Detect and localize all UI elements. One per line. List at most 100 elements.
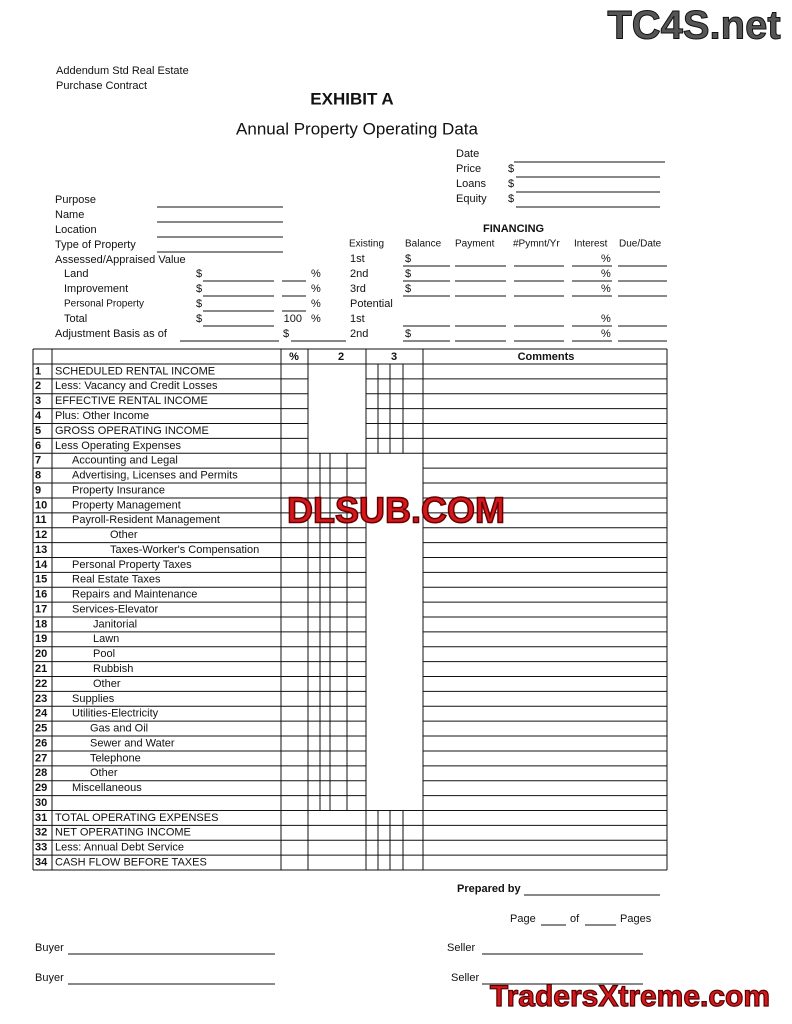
row-number: 18 [35, 618, 47, 630]
summary-label: Date [456, 148, 479, 160]
row-label: Sewer and Water [90, 737, 175, 749]
financing-row-label: 2nd [350, 328, 368, 340]
row-number: 16 [35, 589, 47, 601]
seller-label: Seller [447, 942, 475, 954]
row-label: SCHEDULED RENTAL INCOME [55, 365, 215, 377]
percent-sign: % [601, 313, 611, 325]
currency-sign: $ [508, 178, 514, 190]
row-label: Other [93, 678, 121, 690]
row-label: TOTAL OPERATING EXPENSES [55, 812, 218, 824]
row-label: Taxes-Worker's Compensation [110, 544, 259, 556]
row-number: 27 [35, 752, 47, 764]
row-number: 5 [35, 425, 41, 437]
currency-sign: $ [508, 163, 514, 175]
financing-column: Due/Date [619, 239, 662, 250]
addendum-line: Addendum Std Real Estate [56, 65, 189, 77]
buyer-label: Buyer [35, 942, 64, 954]
row-number: 13 [35, 544, 47, 556]
value-label: Personal Property [64, 299, 144, 310]
row-label: Telephone [90, 752, 141, 764]
column-header: % [289, 351, 299, 363]
seller-label: Seller [451, 972, 479, 984]
row-number: 23 [35, 693, 47, 705]
currency-sign: $ [196, 268, 202, 280]
property-field-label: Purpose [55, 194, 96, 206]
financing-row-label: 3rd [350, 283, 366, 295]
of-label: of [570, 913, 580, 925]
page-label: Page [510, 913, 536, 925]
row-label: Rubbish [93, 663, 133, 675]
row-label: Real Estate Taxes [72, 574, 161, 586]
row-label: Property Insurance [72, 484, 165, 496]
row-number: 30 [35, 797, 47, 809]
row-label: Janitorial [93, 618, 137, 630]
watermark: TC4S.net [607, 4, 780, 48]
row-number: 31 [35, 812, 47, 824]
row-number: 2 [35, 380, 41, 392]
row-label: NET OPERATING INCOME [55, 827, 191, 839]
row-number: 29 [35, 782, 47, 794]
percent-sign: % [601, 268, 611, 280]
value-label: Land [64, 268, 88, 280]
row-number: 24 [35, 708, 48, 720]
financing-row-label: Potential [350, 298, 393, 310]
row-number: 9 [35, 484, 41, 496]
row-label: Lawn [93, 633, 119, 645]
watermark: TradersXtreme.com [490, 980, 770, 1013]
financing-column: Payment [455, 239, 495, 250]
row-label: Utilities-Electricity [72, 708, 159, 720]
row-label: EFFECTIVE RENTAL INCOME [55, 395, 208, 407]
row-number: 14 [35, 559, 48, 571]
row-number: 3 [35, 395, 41, 407]
row-number: 17 [35, 603, 47, 615]
percent-sign: % [311, 283, 321, 295]
row-number: 12 [35, 529, 47, 541]
currency-sign: $ [508, 193, 514, 205]
financing-column: Balance [405, 239, 442, 250]
property-field-label: Assessed/Appraised Value [55, 254, 186, 266]
percent-sign: % [601, 328, 611, 340]
row-number: 8 [35, 470, 41, 482]
row-label: Plus: Other Income [55, 410, 149, 422]
financing-row-label: 1st [350, 313, 365, 325]
row-label: Gas and Oil [90, 723, 148, 735]
property-field-label: Name [55, 209, 84, 221]
row-label: Other [110, 529, 138, 541]
percent-sign: % [311, 298, 321, 310]
row-label: CASH FLOW BEFORE TAXES [55, 856, 207, 868]
currency-sign: $ [196, 283, 202, 295]
row-number: 32 [35, 827, 47, 839]
column-header: Comments [518, 351, 575, 363]
row-number: 25 [35, 723, 47, 735]
exhibit-title: EXHIBIT A [310, 89, 393, 108]
financing-title: FINANCING [483, 223, 544, 235]
currency-sign: $ [405, 283, 411, 295]
addendum-line: Purchase Contract [56, 80, 147, 92]
value-label: Improvement [64, 283, 128, 295]
row-label: Advertising, Licenses and Permits [72, 470, 238, 482]
currency-sign: $ [283, 328, 289, 340]
pages-label: Pages [620, 913, 652, 925]
prepared-by-label: Prepared by [457, 883, 521, 895]
row-label: Payroll-Resident Management [72, 514, 220, 526]
row-label: Less: Annual Debt Service [55, 842, 184, 854]
watermark: DLSUB.COM [287, 490, 505, 531]
summary-label: Price [456, 163, 481, 175]
value-label: Total [64, 313, 87, 325]
summary-label: Equity [456, 193, 487, 205]
row-number: 6 [35, 440, 41, 452]
row-label: Services-Elevator [72, 603, 159, 615]
percent-sign: % [311, 313, 321, 325]
currency-sign: $ [405, 328, 411, 340]
currency-sign: $ [196, 298, 202, 310]
row-label: Property Management [72, 499, 181, 511]
row-label: GROSS OPERATING INCOME [55, 425, 209, 437]
row-label: Repairs and Maintenance [72, 589, 197, 601]
buyer-label: Buyer [35, 972, 64, 984]
row-number: 7 [35, 455, 41, 467]
row-number: 20 [35, 648, 47, 660]
row-label: Miscellaneous [72, 782, 142, 794]
property-field-label: Type of Property [55, 239, 136, 251]
percent-sign: % [311, 268, 321, 280]
